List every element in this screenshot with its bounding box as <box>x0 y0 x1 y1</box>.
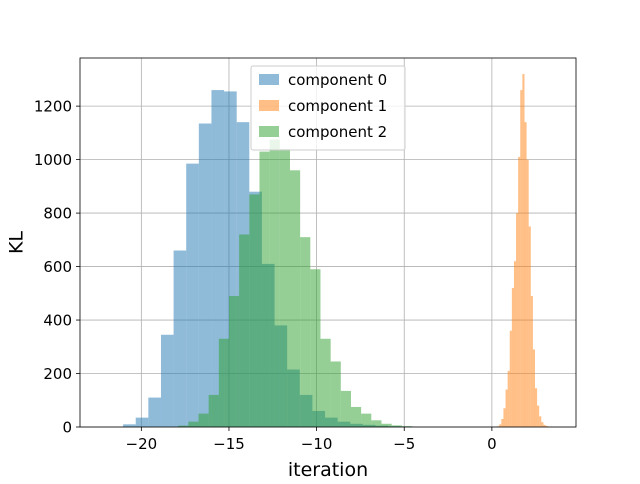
x-tick-label: −10 <box>301 435 333 453</box>
histogram-bar <box>514 261 516 427</box>
series-1-bars <box>497 74 552 427</box>
legend-swatch <box>259 100 279 111</box>
y-axis-label: KL <box>6 231 28 254</box>
histogram-bar <box>300 237 310 427</box>
legend-swatch <box>259 74 279 85</box>
y-tick-label: 800 <box>43 205 72 223</box>
histogram-bar <box>506 390 508 427</box>
y-tick-label: 200 <box>43 365 72 383</box>
histogram-bar <box>259 152 269 427</box>
legend-label: component 0 <box>288 71 387 89</box>
histogram-bar <box>371 420 381 427</box>
histogram-bar <box>527 160 529 427</box>
x-tick-label: −15 <box>213 435 245 453</box>
histogram-bar <box>161 335 174 427</box>
histogram-bar <box>209 395 219 427</box>
histogram-bar <box>229 296 239 427</box>
histogram-bar <box>249 194 259 427</box>
x-tick-label: −5 <box>393 435 415 453</box>
histogram-bar <box>341 391 351 427</box>
histogram-bar <box>524 122 526 427</box>
legend-label: component 1 <box>288 97 387 115</box>
histogram-bar <box>520 90 522 427</box>
histogram-bar <box>361 414 371 427</box>
x-tick-label: −20 <box>126 435 158 453</box>
histogram-bar <box>381 424 391 427</box>
histogram-bar <box>539 416 541 427</box>
histogram-bar <box>239 234 249 427</box>
histogram-bar <box>290 170 300 427</box>
histogram-bar <box>188 422 198 427</box>
histogram-bar <box>310 269 320 427</box>
histogram-bar <box>518 157 520 427</box>
histogram-bar <box>186 164 199 427</box>
histogram-bar <box>501 419 503 427</box>
histogram-bar <box>499 424 501 427</box>
histogram-bar <box>331 361 341 427</box>
histogram-bar <box>512 288 514 427</box>
histogram-bar <box>522 74 524 427</box>
histogram-bar <box>198 414 208 427</box>
histogram-bar <box>351 407 361 427</box>
histogram-bar <box>136 418 149 427</box>
x-tick-label: 0 <box>487 435 497 453</box>
histogram-bar <box>219 339 229 427</box>
y-tick-label: 400 <box>43 312 72 330</box>
legend-swatch <box>259 126 279 137</box>
histogram-bar <box>280 149 290 427</box>
histogram-bar <box>535 388 537 427</box>
y-tick-label: 1000 <box>34 151 72 169</box>
histogram-bar <box>510 331 512 427</box>
histogram-bar <box>508 371 510 427</box>
y-tick-label: 600 <box>43 258 72 276</box>
histogram-bar <box>516 213 518 427</box>
y-tick-label: 1200 <box>34 98 72 116</box>
y-tick-label: 0 <box>62 419 72 437</box>
histogram-bar <box>148 398 161 427</box>
histogram-bar <box>533 349 535 427</box>
legend-label: component 2 <box>288 123 387 141</box>
histogram-bar <box>199 124 212 427</box>
legend: component 0 component 1 component 2 <box>251 66 405 150</box>
histogram-bar <box>503 408 505 427</box>
histogram-bar <box>123 424 136 427</box>
histogram-bar <box>541 422 543 427</box>
histogram-bar <box>174 251 187 427</box>
histogram-bar <box>537 406 539 427</box>
histogram-bar <box>531 296 533 427</box>
histogram-bar <box>529 226 531 427</box>
histogram-bar <box>320 339 330 427</box>
histogram-bar <box>270 140 280 427</box>
x-axis-label: iteration <box>288 459 368 480</box>
